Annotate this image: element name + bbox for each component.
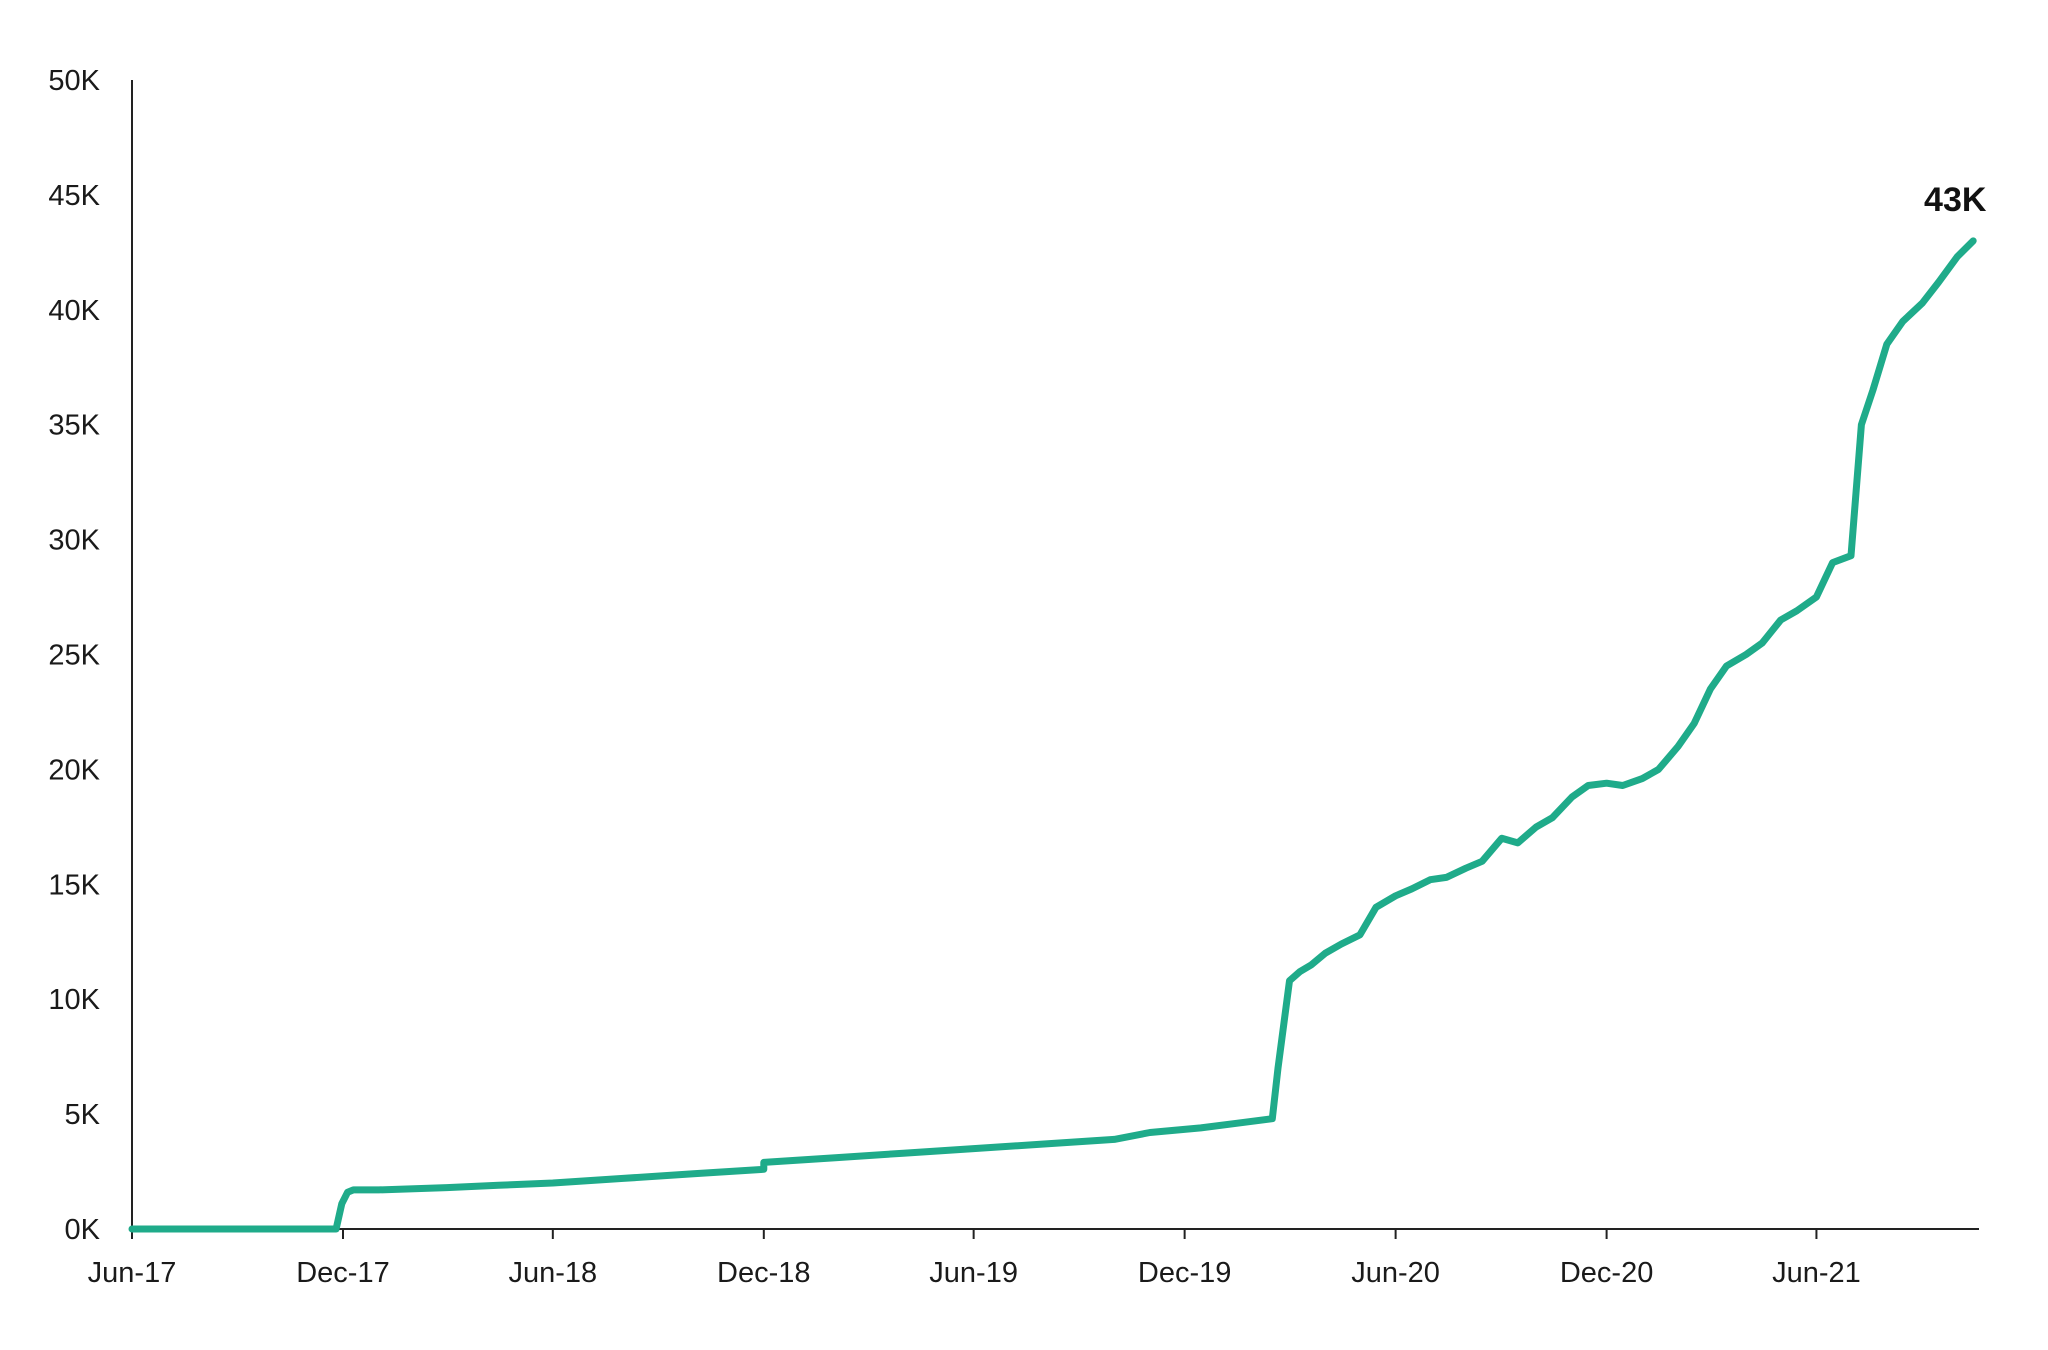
x-tick-label: Dec-20 — [1560, 1257, 1654, 1289]
x-tick-label: Dec-19 — [1138, 1257, 1232, 1289]
x-tick-label: Dec-18 — [717, 1257, 811, 1289]
x-axis-ticks — [131, 1229, 1818, 1239]
x-tick-label: Jun-21 — [1772, 1257, 1861, 1289]
y-tick-label: 30K — [48, 525, 100, 557]
series-line — [128, 237, 1977, 1233]
x-tick-label: Jun-20 — [1351, 1257, 1440, 1289]
y-tick-label: 15K — [48, 869, 100, 901]
end-value-label: 43K — [1924, 181, 1987, 219]
y-tick-label: 35K — [48, 410, 100, 442]
y-tick-label: 5K — [65, 1099, 101, 1131]
y-tick-label: 10K — [48, 984, 100, 1016]
x-tick-label: Jun-19 — [929, 1257, 1018, 1289]
y-tick-label: 50K — [48, 65, 100, 97]
y-tick-label: 40K — [48, 295, 100, 327]
y-tick-label: 20K — [48, 754, 100, 786]
y-tick-label: 0K — [65, 1214, 101, 1246]
x-tick-label: Jun-18 — [508, 1257, 597, 1289]
y-axis-tick-labels: 0K 5K 10K 15K 20K 25K 30K 35K 40K 45K 50K — [48, 65, 100, 1246]
y-tick-label: 25K — [48, 640, 100, 672]
x-tick-label: Dec-17 — [296, 1257, 390, 1289]
x-tick-label: Jun-17 — [88, 1257, 177, 1289]
y-tick-label: 45K — [48, 180, 100, 212]
x-axis-tick-labels: Jun-17 Dec-17 Jun-18 Dec-18 Jun-19 Dec-19 Jun-… — [88, 1257, 1861, 1289]
